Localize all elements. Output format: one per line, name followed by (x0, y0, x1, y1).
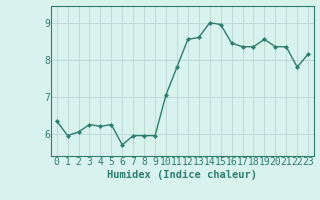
X-axis label: Humidex (Indice chaleur): Humidex (Indice chaleur) (108, 170, 257, 180)
